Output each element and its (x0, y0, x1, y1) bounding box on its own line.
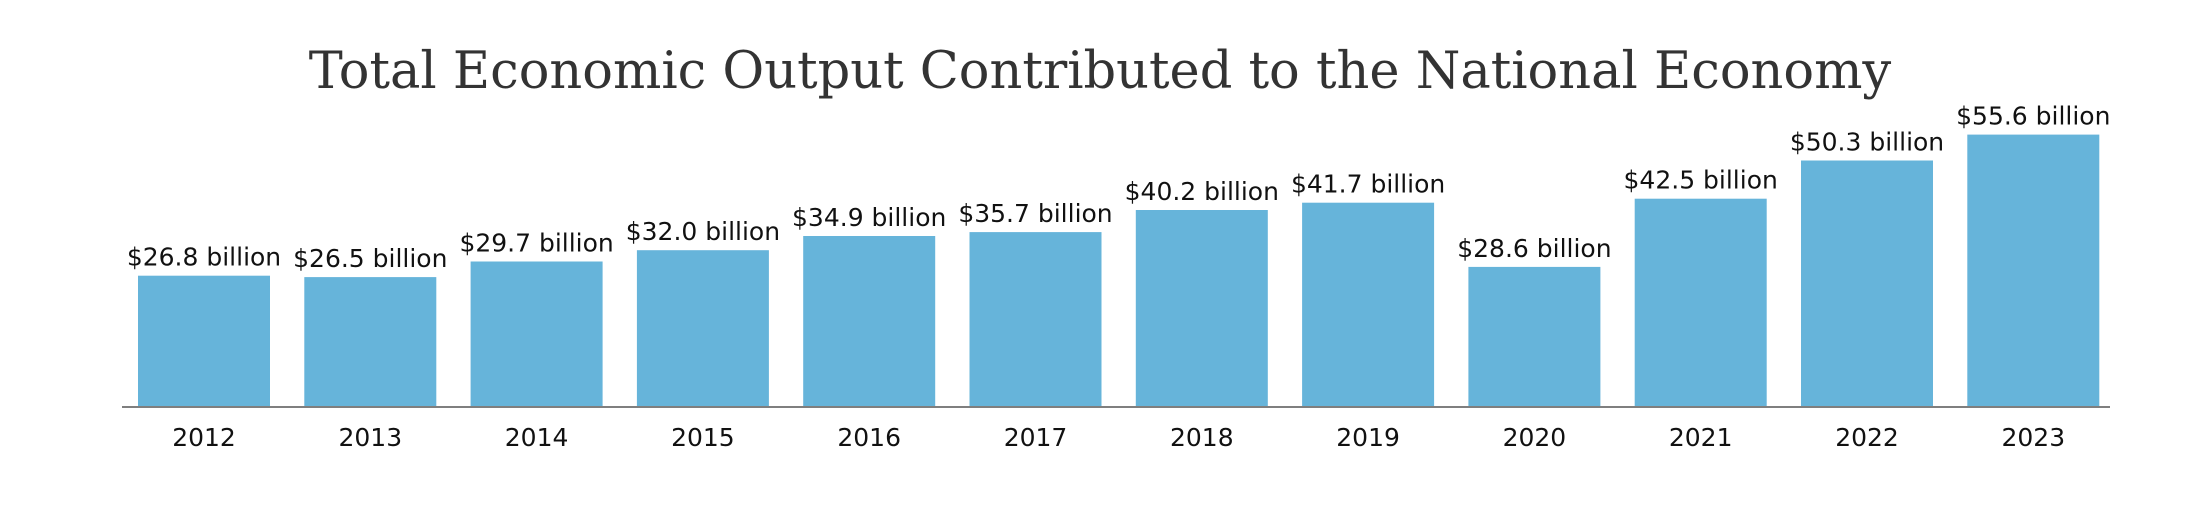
data-label-2016: $34.9 billion (792, 203, 946, 232)
x-tick-labels-group: 2012 2013 2014 2015 2016 2017 2018 2019 2020 2021… (172, 423, 2065, 452)
x-tick-label-2013: 2013 (338, 423, 402, 452)
data-label-2013: $26.5 billion (293, 244, 447, 273)
data-label-2012: $26.8 billion (127, 243, 281, 272)
x-tick-label-2012: 2012 (172, 423, 236, 452)
x-tick-label-2015: 2015 (671, 423, 735, 452)
bars-group (138, 134, 2100, 407)
x-tick-label-2021: 2021 (1669, 423, 1733, 452)
bar-2015 (636, 250, 769, 407)
x-tick-label-2020: 2020 (1503, 423, 1567, 452)
bar-2021 (1634, 198, 1767, 407)
x-tick-label-2019: 2019 (1336, 423, 1400, 452)
data-label-2018: $40.2 billion (1125, 177, 1279, 206)
x-tick-label-2023: 2023 (2001, 423, 2065, 452)
bar-labels-group: $26.8 billion $26.5 billion $29.7 billion $… (127, 102, 2111, 274)
bar-2023 (1967, 134, 2100, 407)
bar-2020 (1468, 266, 1601, 407)
data-label-2022: $50.3 billion (1790, 128, 1944, 157)
data-label-2023: $55.6 billion (1956, 102, 2110, 131)
data-label-2015: $32.0 billion (626, 217, 780, 246)
x-tick-label-2022: 2022 (1835, 423, 1899, 452)
bar-2014 (470, 261, 603, 407)
bar-2017 (969, 232, 1102, 407)
bar-2019 (1302, 202, 1435, 407)
x-tick-label-2017: 2017 (1004, 423, 1068, 452)
data-label-2020: $28.6 billion (1457, 234, 1611, 263)
data-label-2021: $42.5 billion (1624, 166, 1778, 195)
chart-title: Total Economic Output Contributed to the… (309, 42, 1892, 101)
x-tick-label-2014: 2014 (505, 423, 569, 452)
data-label-2017: $35.7 billion (958, 199, 1112, 228)
data-label-2019: $41.7 billion (1291, 170, 1445, 199)
bar-2016 (803, 236, 936, 407)
bar-2012 (138, 275, 270, 407)
bar-2022 (1801, 160, 1933, 407)
data-label-2014: $29.7 billion (459, 229, 613, 258)
x-tick-label-2016: 2016 (837, 423, 901, 452)
bar-2013 (304, 277, 437, 407)
x-tick-label-2018: 2018 (1170, 423, 1234, 452)
bar-2018 (1135, 210, 1268, 407)
